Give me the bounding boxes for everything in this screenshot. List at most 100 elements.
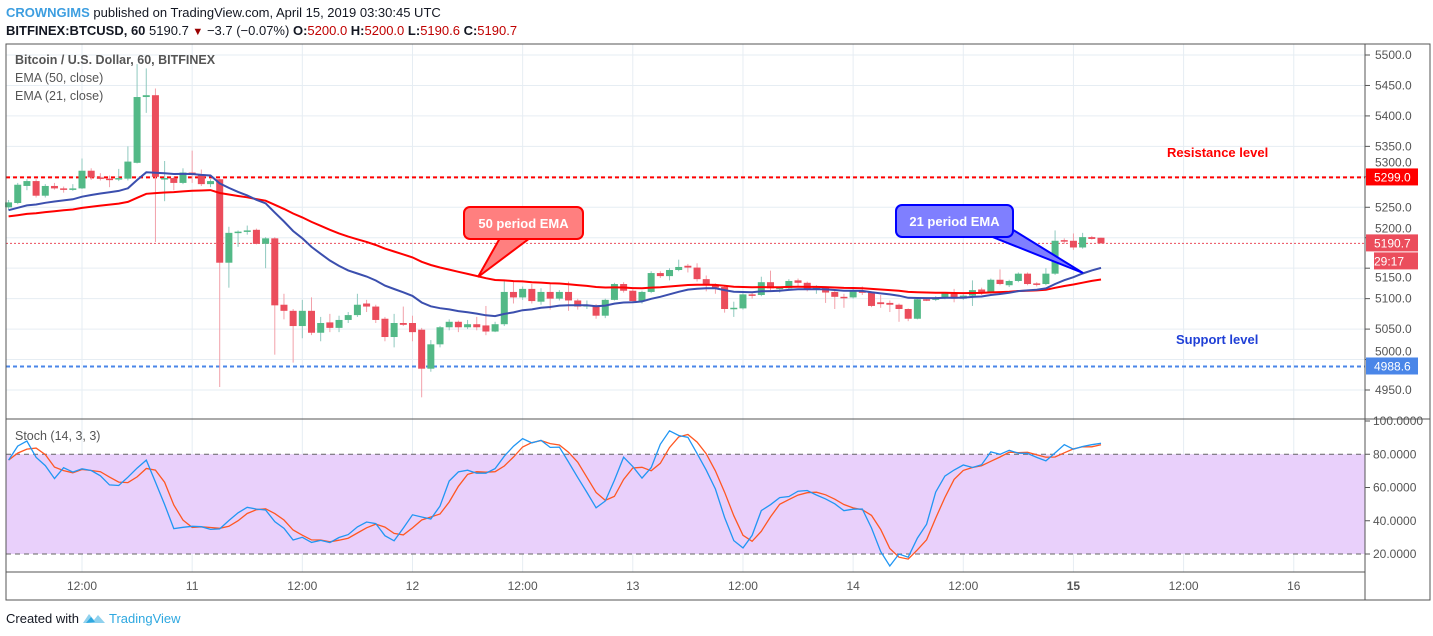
symbol: BITFINEX:BTCUSD, 60 xyxy=(6,23,146,38)
candle-up xyxy=(78,170,86,189)
candle-down xyxy=(840,296,848,299)
candle-down xyxy=(904,308,912,319)
candle-down xyxy=(923,299,931,301)
candle-down xyxy=(528,288,536,302)
candle-down xyxy=(767,282,774,289)
candle-down xyxy=(151,95,159,177)
footer: Created with TradingView xyxy=(6,610,181,626)
candle-down xyxy=(803,282,811,289)
candle-down xyxy=(702,279,710,285)
candle-up xyxy=(142,95,150,98)
candle-down xyxy=(289,310,297,327)
time-tick-label: 12:00 xyxy=(287,579,317,593)
candle-down xyxy=(693,267,701,280)
candle-up xyxy=(849,291,857,298)
time-tick-label: 12 xyxy=(406,579,420,593)
candle-down xyxy=(50,185,58,189)
candle-down xyxy=(592,305,600,316)
candle-up xyxy=(41,185,49,196)
candle-up xyxy=(730,307,738,310)
ema21-callout-box xyxy=(895,204,1014,238)
ema50-legend[interactable]: EMA (50, close) xyxy=(15,71,104,85)
candle-down xyxy=(565,291,573,301)
candle-up xyxy=(739,294,747,309)
candle-down xyxy=(32,181,40,196)
candle-down xyxy=(877,302,885,305)
candle-down xyxy=(721,287,729,309)
candle-up xyxy=(115,178,123,180)
candle-down xyxy=(950,293,958,299)
candle-down xyxy=(574,300,582,307)
ema50-line xyxy=(8,189,1102,295)
candle-up xyxy=(207,181,215,185)
candle-up xyxy=(390,323,398,338)
candle-up xyxy=(133,97,141,163)
candle-down xyxy=(629,290,637,302)
time-tick-label: 12:00 xyxy=(728,579,758,593)
resistance-price-label: 5299.0 xyxy=(1374,170,1411,184)
candle-up xyxy=(941,293,949,299)
time-tick-label: 12:00 xyxy=(508,579,538,593)
candle-down xyxy=(1060,240,1068,242)
candle-up xyxy=(500,291,508,325)
publish-text: published on TradingView.com, April 15, … xyxy=(93,5,441,20)
price-change: −3.7 (−0.07%) xyxy=(206,23,290,38)
price-tick-label: 5100.0 xyxy=(1375,292,1412,306)
candle-down xyxy=(197,174,205,185)
candle-up xyxy=(298,310,306,327)
last-price-label: 5190.7 xyxy=(1374,236,1411,250)
candle-down xyxy=(996,279,1004,285)
stoch-legend[interactable]: Stoch (14, 3, 3) xyxy=(15,429,101,443)
time-tick-label: 12:00 xyxy=(948,579,978,593)
price-tick-label: 5000.0 xyxy=(1375,344,1412,358)
candle-down xyxy=(482,325,490,332)
stoch-k-line xyxy=(8,429,1102,568)
candle-down xyxy=(1069,240,1077,248)
price-tick-label: 5200.0 xyxy=(1375,221,1412,235)
candle-up xyxy=(1079,237,1087,248)
resistance-label: Resistance level xyxy=(1167,145,1268,160)
down-arrow-icon: ▼ xyxy=(192,26,204,38)
candle-up xyxy=(69,188,77,190)
ema21-line xyxy=(8,171,1102,318)
candle-up xyxy=(491,324,499,332)
candle-down xyxy=(748,294,756,296)
support-price-label: 4988.6 xyxy=(1374,359,1411,373)
stoch-tick-label: 20.0000 xyxy=(1373,547,1417,561)
bar-countdown-label-bg xyxy=(1374,252,1418,270)
candle-down xyxy=(978,289,986,293)
candle-up xyxy=(161,178,169,180)
candle-up xyxy=(14,184,22,204)
ema21-legend[interactable]: EMA (21, close) xyxy=(15,89,104,103)
candle-down xyxy=(831,291,839,297)
candle-down xyxy=(867,292,875,306)
tradingview-brand[interactable]: TradingView xyxy=(108,610,181,626)
candle-down xyxy=(1097,237,1105,244)
candle-up xyxy=(179,172,187,183)
price-tick-label: 5250.0 xyxy=(1375,200,1412,214)
candle-up xyxy=(464,324,472,328)
candle-down xyxy=(711,284,719,288)
candle-up xyxy=(519,288,527,298)
low-label: L: xyxy=(407,23,421,38)
ema21-callout-text: 21 period EMA xyxy=(909,214,1000,229)
candle-up xyxy=(776,287,784,290)
time-tick-label: 16 xyxy=(1287,579,1301,593)
candle-up xyxy=(225,232,233,263)
candle-up xyxy=(262,238,270,244)
author-link[interactable]: CROWNGIMS xyxy=(6,5,90,20)
price-tick-label: 5300.0 xyxy=(1375,155,1412,169)
stoch-tick-label: 60.0000 xyxy=(1373,481,1417,495)
candle-up xyxy=(1005,280,1013,286)
candle-up xyxy=(537,291,545,302)
time-tick-label: 14 xyxy=(846,579,860,593)
candle-down xyxy=(252,229,260,244)
high-label: H: xyxy=(350,23,365,38)
candle-down xyxy=(60,188,68,190)
resistance-price-label-bg xyxy=(1366,168,1418,186)
price-tick-label: 5150.0 xyxy=(1375,270,1412,284)
time-tick-label: 12:00 xyxy=(67,579,97,593)
time-tick-label: 15 xyxy=(1067,579,1081,593)
low-value: 5190.6 xyxy=(420,23,460,38)
